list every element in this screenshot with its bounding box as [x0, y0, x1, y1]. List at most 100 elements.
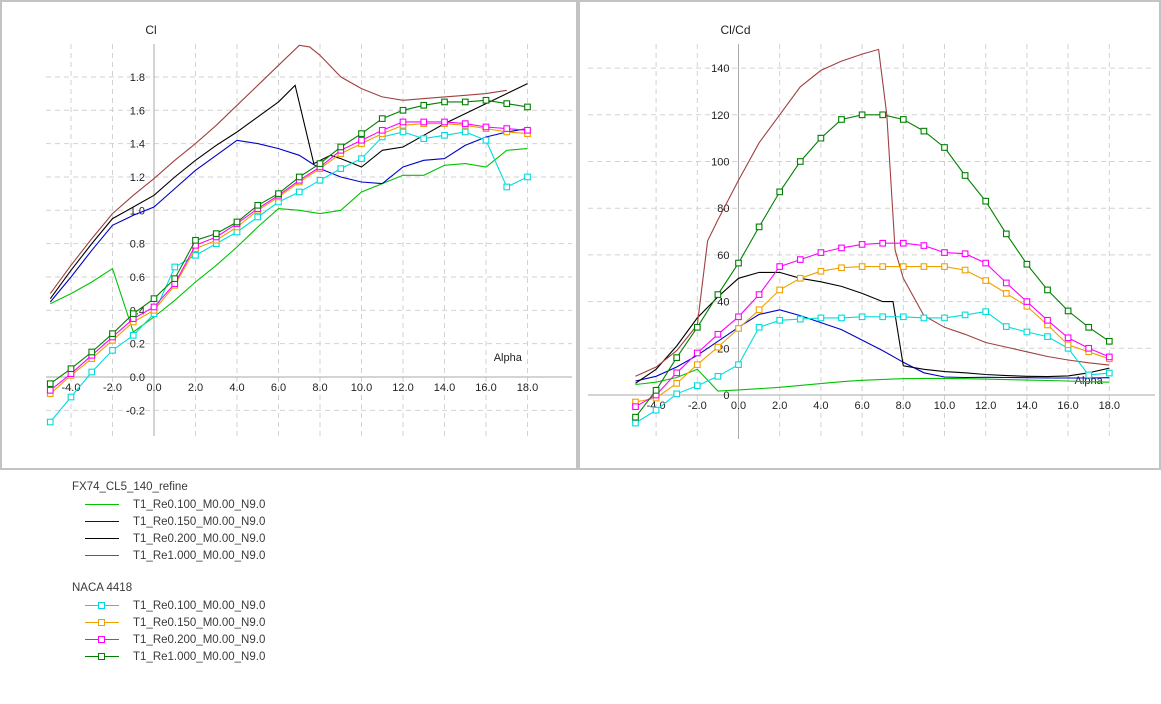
legend-item-label: T1_Re0.200_M0.00_N9.0: [133, 633, 266, 646]
data-point-marker: [755, 306, 763, 314]
data-point-marker: [1085, 323, 1093, 331]
data-point-marker: [632, 403, 639, 411]
data-point-marker: [171, 275, 179, 282]
data-point-marker: [920, 127, 928, 135]
data-point-marker: [482, 96, 490, 104]
data-point-marker: [673, 369, 681, 377]
data-point-marker: [817, 267, 825, 275]
data-point-marker: [482, 136, 490, 144]
data-point-marker: [776, 263, 784, 270]
series-NACA-4418-T1_Re1.000_M0.00_N9.0: [46, 96, 531, 388]
svg-text:4.0: 4.0: [229, 382, 244, 394]
data-point-marker: [358, 136, 365, 144]
svg-text:1.6: 1.6: [130, 105, 145, 117]
data-point-marker: [755, 223, 763, 231]
data-point-marker: [735, 313, 742, 321]
data-point-marker: [693, 323, 701, 331]
data-point-marker: [941, 314, 948, 322]
svg-text:10.0: 10.0: [934, 400, 955, 412]
legend-curve-sample: [85, 500, 119, 510]
data-point-marker: [632, 413, 639, 421]
data-point-marker: [420, 101, 428, 109]
data-point-marker: [46, 386, 54, 394]
svg-text:14.0: 14.0: [434, 382, 455, 394]
svg-text:10.0: 10.0: [351, 382, 372, 394]
data-point-marker: [109, 346, 116, 354]
svg-text:0: 0: [723, 390, 729, 402]
data-point-marker: [1105, 353, 1113, 361]
series-NACA-4418-T1_Re0.150_M0.00_N9.0: [46, 120, 531, 398]
data-point-marker: [961, 250, 969, 258]
data-point-marker: [503, 183, 511, 191]
legend-items: T1_Re0.100_M0.00_N9.0 T1_Re0.150_M0.00_N9…: [70, 597, 265, 665]
legend-line-icon: [85, 520, 119, 522]
data-point-marker: [858, 263, 866, 270]
legend-item-label: T1_Re1.000_M0.00_N9.0: [133, 549, 266, 562]
data-point-marker: [1064, 334, 1072, 342]
legend-item: T1_Re0.200_M0.00_N9.0: [85, 530, 265, 547]
series-FX74_CL5_140_refine-T1_Re0.200_M0.00_N9.0: [49, 83, 528, 300]
series-NACA-4418-T1_Re0.100_M0.00_N9.0: [632, 308, 1113, 427]
data-point-marker: [838, 264, 845, 272]
data-point-marker: [899, 263, 907, 270]
data-point-marker: [817, 314, 825, 322]
legend-item-label: T1_Re1.000_M0.00_N9.0: [133, 650, 266, 663]
data-point-marker: [817, 249, 825, 256]
data-point-marker: [796, 315, 804, 323]
data-point-marker: [524, 173, 531, 181]
svg-text:6.0: 6.0: [271, 382, 286, 394]
data-point-marker: [524, 126, 531, 134]
data-point-marker: [1085, 371, 1093, 379]
data-point-marker: [899, 116, 907, 123]
svg-text:6.0: 6.0: [854, 400, 869, 412]
data-point-marker: [316, 176, 324, 184]
data-point-marker: [399, 106, 407, 114]
data-point-marker: [461, 128, 469, 136]
svg-text:120: 120: [711, 110, 729, 122]
svg-text:-4.0: -4.0: [62, 382, 81, 394]
legend-square-marker-icon: [98, 618, 105, 626]
svg-text:14.0: 14.0: [1016, 400, 1037, 412]
svg-text:0.0: 0.0: [731, 400, 746, 412]
clcd-vs-alpha-chart[interactable]: -4.0 -2.0 0.0 2.0 4.0 6.0 8.0 10.0 12.0 14.0 16.0 1…: [580, 2, 1159, 468]
svg-text:12.0: 12.0: [392, 382, 413, 394]
series-NACA-4418-T1_Re0.200_M0.00_N9.0: [46, 118, 531, 394]
svg-text:2.0: 2.0: [188, 382, 203, 394]
series-FX74_CL5_140_refine-T1_Re0.150_M0.00_N9.0: [635, 309, 1110, 382]
legend-item: T1_Re0.150_M0.00_N9.0: [85, 513, 265, 530]
data-point-marker: [337, 165, 345, 172]
data-point-marker: [378, 115, 386, 122]
data-point-marker: [1064, 341, 1072, 349]
cl-chart-panel[interactable]: -4.0 -2.0 0.0 2.0 4.0 6.0 8.0 10.0 12.0 14.0 16.0 1…: [0, 0, 578, 470]
data-point-marker: [1044, 333, 1051, 340]
data-point-marker: [67, 393, 75, 401]
data-point-marker: [693, 361, 701, 368]
data-point-marker: [358, 155, 365, 162]
data-point-marker: [441, 131, 448, 139]
legend-item-label: T1_Re0.100_M0.00_N9.0: [133, 599, 266, 612]
svg-text:0.8: 0.8: [130, 239, 145, 251]
svg-text:-0.2: -0.2: [126, 405, 145, 417]
data-point-marker: [776, 286, 784, 294]
legend-square-marker-icon: [98, 601, 105, 609]
data-point-marker: [961, 172, 969, 179]
svg-text:0.0: 0.0: [146, 382, 161, 394]
cl-vs-alpha-chart[interactable]: -4.0 -2.0 0.0 2.0 4.0 6.0 8.0 10.0 12.0 14.0 16.0 1…: [2, 2, 576, 468]
data-point-marker: [295, 188, 303, 196]
data-point-marker: [941, 144, 948, 151]
data-point-marker: [735, 259, 742, 267]
data-point-marker: [399, 128, 407, 136]
data-point-marker: [982, 308, 990, 315]
x-axis-label: Alpha: [494, 352, 523, 364]
data-point-marker: [1044, 286, 1051, 294]
data-point-marker: [735, 325, 742, 332]
clcd-chart-panel[interactable]: -4.0 -2.0 0.0 2.0 4.0 6.0 8.0 10.0 12.0 14.0 16.0 1…: [578, 0, 1161, 470]
legend-item-label: T1_Re0.150_M0.00_N9.0: [133, 616, 266, 629]
series-FX74_CL5_140_refine-T1_Re0.100_M0.00_N9.0: [50, 148, 528, 333]
legend-curve-sample: [85, 618, 119, 628]
data-point-marker: [838, 116, 845, 123]
svg-text:18.0: 18.0: [517, 382, 538, 394]
data-point-marker: [755, 291, 763, 298]
data-point-marker: [88, 368, 96, 376]
